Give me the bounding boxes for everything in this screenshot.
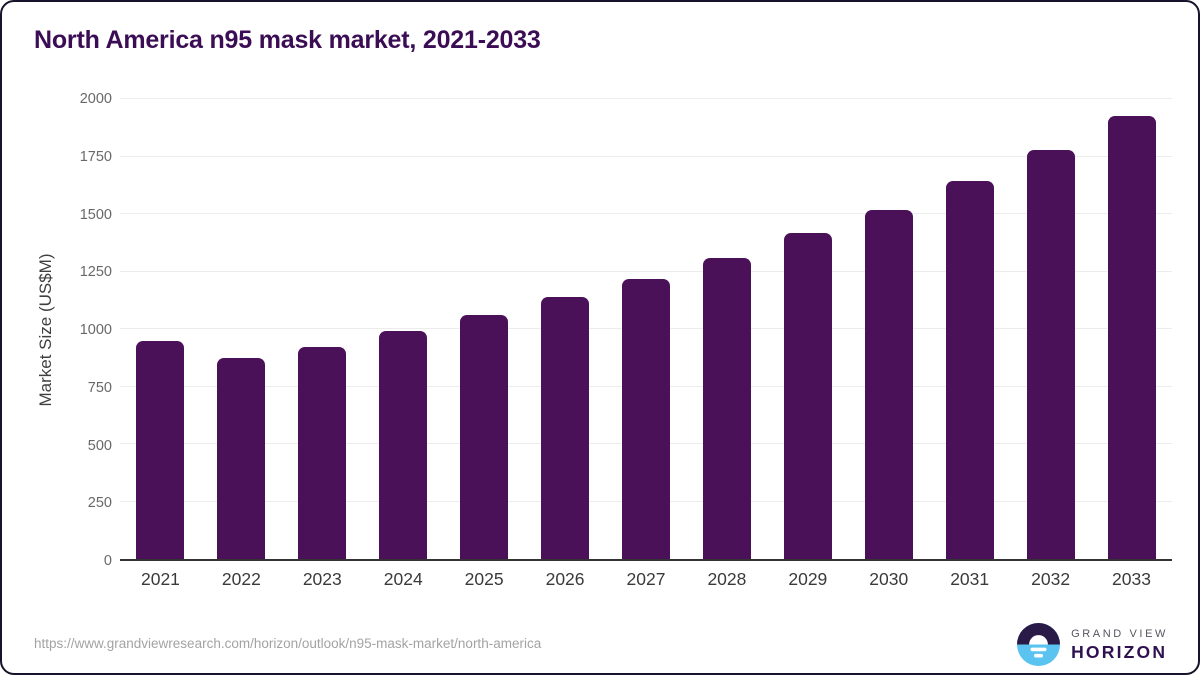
bar-2021[interactable] — [136, 340, 185, 559]
bar-2032[interactable] — [1026, 150, 1075, 559]
y-tick-label-250: 250 — [87, 495, 112, 512]
x-tick-label-2025: 2025 — [464, 569, 504, 589]
bar-2025[interactable] — [460, 314, 509, 559]
bar-2030[interactable] — [864, 209, 913, 559]
bar-2031[interactable] — [945, 180, 994, 559]
x-tick-label-2030: 2030 — [869, 569, 909, 589]
x-axis-tick-labels: 2021 2022 2023 2024 2025 2026 2027 2028 2029 2030… — [120, 569, 1172, 590]
y-tick-label-1500: 1500 — [79, 206, 112, 223]
logo-brand-top: GRAND VIEW — [1071, 628, 1168, 640]
gridline-1750 — [120, 155, 1172, 157]
y-tick-label-750: 750 — [87, 379, 112, 396]
x-tick-label-2028: 2028 — [707, 569, 747, 589]
bar-2027[interactable] — [621, 278, 670, 559]
bar-2022[interactable] — [217, 358, 266, 559]
x-tick-label-2027: 2027 — [626, 569, 666, 589]
logo-brand-bottom: HORIZON — [1071, 642, 1168, 662]
plot-area — [120, 98, 1172, 561]
y-tick-label-2000: 2000 — [79, 91, 112, 107]
grandview-horizon-logo: GRAND VIEW HORIZON — [1017, 623, 1168, 666]
x-tick-label-2033: 2033 — [1112, 569, 1151, 589]
y-axis-tick-labels: 0 250 500 750 1000 1250 1500 1750 2000 — [2, 91, 112, 569]
bar-2033[interactable] — [1107, 116, 1156, 559]
bar-2023[interactable] — [298, 347, 347, 559]
x-tick-label-2031: 2031 — [950, 569, 990, 589]
gridline-1500 — [120, 213, 1172, 214]
bars-layer — [120, 99, 1172, 559]
y-tick-label-0: 0 — [103, 553, 112, 569]
bar-2029[interactable] — [783, 232, 832, 559]
x-tick-label-2021: 2021 — [140, 569, 180, 589]
y-tick-label-1250: 1250 — [79, 264, 112, 281]
gridline-1250 — [120, 270, 1172, 272]
x-tick-label-2023: 2023 — [302, 569, 342, 589]
bar-2024[interactable] — [379, 330, 428, 559]
page-title: North America n95 mask market, 2021-2033 — [34, 26, 541, 54]
bar-2026[interactable] — [541, 296, 590, 559]
y-tick-label-1000: 1000 — [79, 322, 112, 338]
footer-source-url: https://www.grandviewresearch.com/horizo… — [34, 636, 542, 651]
x-tick-label-2022: 2022 — [221, 569, 261, 589]
x-tick-label-2032: 2032 — [1031, 569, 1071, 589]
y-tick-label-500: 500 — [87, 437, 112, 454]
bar-2028[interactable] — [702, 258, 751, 559]
grandview-horizon-logo-icon — [1017, 623, 1061, 666]
x-tick-label-2024: 2024 — [383, 569, 423, 589]
logo-text: GRAND VIEW HORIZON — [1071, 627, 1168, 662]
gridline-2000 — [120, 98, 1172, 99]
y-tick-label-1750: 1750 — [79, 148, 112, 165]
x-tick-label-2029: 2029 — [788, 569, 828, 589]
x-tick-label-2026: 2026 — [545, 569, 585, 589]
